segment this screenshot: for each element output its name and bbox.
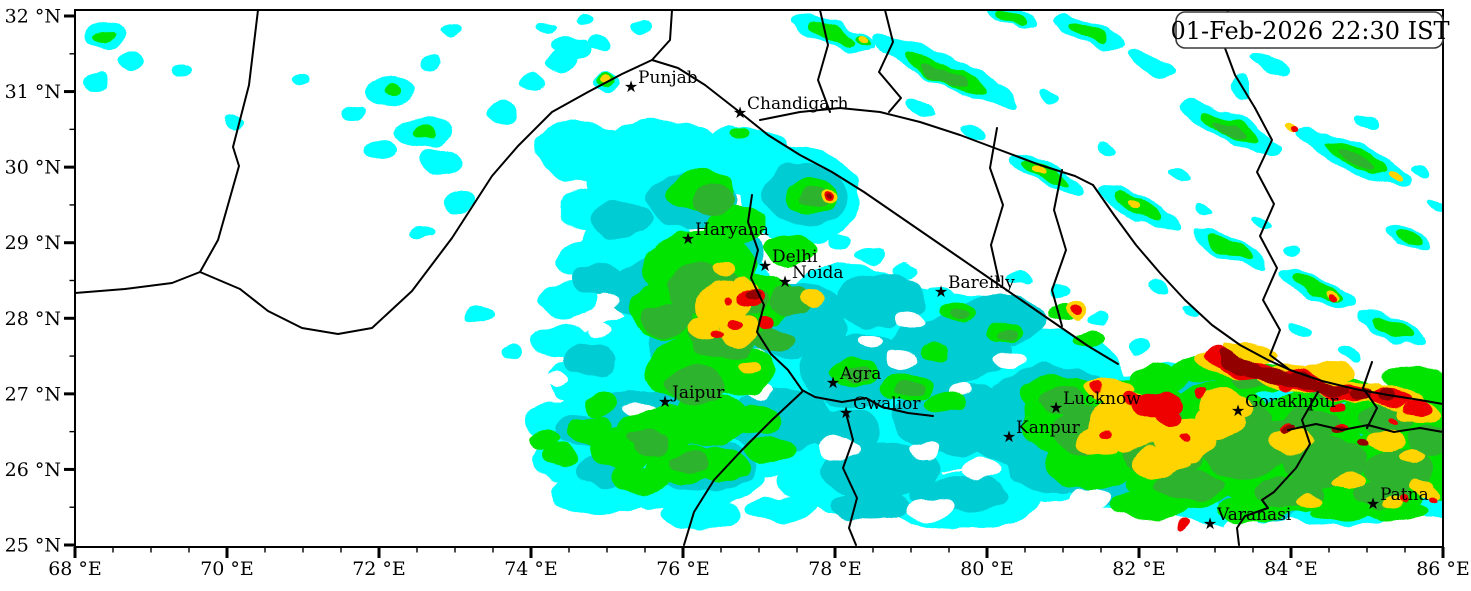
- x-tick-label: 76 °E: [656, 558, 710, 580]
- map-border-line: [736, 109, 1119, 365]
- map-border-line: [817, 10, 831, 113]
- map-borders: [75, 10, 1443, 546]
- timestamp-box: 01-Feb-2026 22:30 IST: [1170, 11, 1450, 49]
- city-markers: ★ Punjab★ Chandigarh★ Haryana★ Delhi★ Noida★ B…: [624, 68, 1429, 533]
- map-border-line: [75, 271, 201, 294]
- city-label-kanpur: Kanpur: [1016, 418, 1081, 438]
- y-tick-label: 29 °N: [5, 232, 61, 254]
- x-tick-label: 82 °E: [1112, 558, 1166, 580]
- map-border-line: [759, 107, 1094, 186]
- y-tick-label: 32 °N: [5, 6, 61, 28]
- y-tick-label: 30 °N: [5, 157, 61, 179]
- city-marker-noida: ★: [778, 272, 792, 291]
- city-marker-haryana: ★: [681, 229, 695, 248]
- city-marker-gwalior: ★: [839, 403, 853, 422]
- x-tick-label: 70 °E: [200, 558, 254, 580]
- x-tick-label: 72 °E: [352, 558, 406, 580]
- city-label-punjab: Punjab: [638, 68, 698, 88]
- map-border-line: [989, 127, 1004, 282]
- precip-layer-hole: [543, 293, 1346, 538]
- city-label-gorakhpur: Gorakhpur: [1245, 392, 1339, 412]
- x-tick-label: 80 °E: [960, 558, 1014, 580]
- city-marker-lucknow: ★: [1049, 398, 1063, 417]
- map-border-line: [1092, 184, 1291, 371]
- city-label-jaipur: Jaipur: [670, 383, 725, 403]
- map-border-line: [1254, 107, 1291, 371]
- city-marker-delhi: ★: [758, 256, 772, 275]
- map-border-line: [747, 194, 934, 417]
- city-label-haryana: Haryana: [695, 220, 769, 240]
- city-marker-kanpur: ★: [1002, 427, 1016, 446]
- city-label-noida: Noida: [792, 263, 844, 283]
- y-tick-label: 27 °N: [5, 383, 61, 405]
- map-border-line: [1362, 361, 1378, 429]
- city-label-chandigarh: Chandigarh: [747, 94, 849, 114]
- map-border-line: [651, 59, 738, 111]
- y-tick-label: 25 °N: [5, 534, 61, 556]
- city-label-agra: Agra: [839, 364, 881, 384]
- plot-border: [74, 9, 1444, 548]
- city-marker-chandigarh: ★: [733, 103, 747, 122]
- city-marker-patna: ★: [1366, 494, 1380, 513]
- city-marker-jaipur: ★: [658, 392, 672, 411]
- city-marker-gorakhpur: ★: [1231, 401, 1245, 420]
- city-label-lucknow: Lucknow: [1063, 389, 1141, 409]
- x-tick-label: 68 °E: [48, 558, 102, 580]
- map-border-line: [199, 10, 259, 290]
- city-label-patna: Patna: [1380, 485, 1429, 505]
- map-border-line: [1051, 169, 1067, 327]
- precipitation-field: [83, 10, 1443, 538]
- city-label-bareilly: Bareilly: [948, 273, 1015, 293]
- map-border-line: [683, 391, 803, 546]
- map-border-line: [878, 10, 902, 113]
- city-marker-agra: ★: [826, 373, 840, 392]
- map-border-line: [239, 10, 673, 335]
- y-tick-label: 28 °N: [5, 308, 61, 330]
- map-border-line: [1289, 369, 1443, 405]
- map-border-line: [1236, 391, 1319, 546]
- map-border-line: [842, 412, 858, 546]
- city-marker-punjab: ★: [624, 77, 638, 96]
- axes: 68 °E 70 °E 72 °E 74 °E 76 °E 78 °E 80 °E 82 °E…: [5, 6, 1470, 581]
- timestamp-text: 01-Feb-2026 22:30 IST: [1170, 17, 1449, 45]
- y-tick-label: 26 °N: [5, 459, 61, 481]
- y-tick-label: 31 °N: [5, 81, 61, 103]
- city-marker-bareilly: ★: [934, 282, 948, 301]
- x-tick-label: 74 °E: [504, 558, 558, 580]
- city-label-gwalior: Gwalior: [853, 394, 921, 414]
- x-tick-label: 84 °E: [1264, 558, 1318, 580]
- city-label-varanasi: Varanasi: [1216, 505, 1292, 525]
- city-label-delhi: Delhi: [772, 247, 818, 267]
- city-marker-varanasi: ★: [1203, 514, 1217, 533]
- x-tick-label: 78 °E: [808, 558, 862, 580]
- timestamp-box-frame: [1175, 11, 1444, 49]
- x-tick-label: 86 °E: [1416, 558, 1470, 580]
